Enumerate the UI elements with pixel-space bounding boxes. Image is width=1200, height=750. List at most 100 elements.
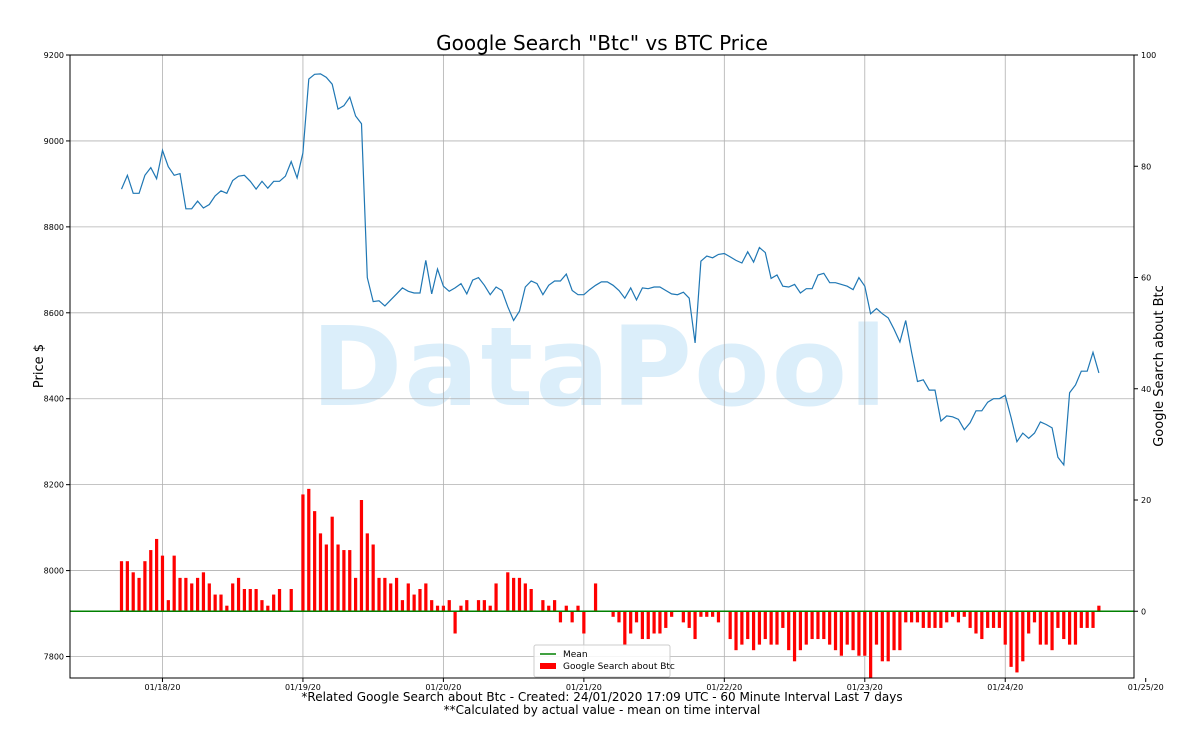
search-bar — [582, 611, 586, 634]
search-bar — [365, 533, 369, 612]
search-bar — [874, 611, 879, 645]
search-bar — [658, 611, 662, 634]
search-bar — [254, 589, 258, 612]
search-bar — [482, 600, 486, 612]
search-bar — [348, 550, 352, 612]
search-bar — [1027, 611, 1031, 634]
legend-bar-swatch — [540, 663, 556, 669]
watermark: DataPool — [311, 303, 889, 431]
search-bar — [857, 611, 861, 656]
search-bar — [353, 577, 358, 612]
search-bar — [178, 577, 182, 612]
search-bar — [359, 500, 364, 612]
search-bar — [869, 611, 873, 678]
search-bar — [863, 611, 867, 656]
search-bar — [476, 600, 481, 612]
bar-series — [119, 488, 1101, 678]
search-bar — [576, 605, 580, 612]
search-bar — [277, 589, 282, 612]
search-bar — [763, 611, 767, 640]
x-tick-label: 01/18/20 — [145, 683, 181, 692]
search-bar — [950, 611, 955, 617]
search-bar — [751, 611, 756, 651]
search-bar — [1032, 611, 1037, 623]
right-tick-label: 40 — [1141, 385, 1151, 394]
search-bar — [810, 611, 814, 640]
search-bar — [307, 488, 311, 612]
search-bar — [389, 583, 393, 612]
search-bar — [699, 611, 703, 617]
search-bar — [418, 589, 422, 612]
search-bar — [623, 611, 627, 645]
search-bar — [272, 594, 276, 612]
search-bar — [406, 583, 410, 612]
search-bar — [260, 600, 264, 612]
search-bar — [909, 611, 914, 623]
chart-title: Google Search "Btc" vs BTC Price — [436, 31, 768, 55]
x-tick-label: 01/25/20 — [1128, 683, 1164, 692]
left-tick-label: 8400 — [44, 395, 64, 404]
search-bar — [1021, 611, 1025, 662]
legend-mean-label: Mean — [563, 650, 588, 660]
search-bar — [459, 605, 463, 612]
search-bar — [441, 605, 446, 612]
left-tick-label: 8200 — [44, 481, 64, 490]
x-tick-label: 01/20/20 — [425, 683, 461, 692]
search-bar — [974, 611, 978, 634]
search-bar — [980, 611, 984, 640]
search-bar — [792, 611, 797, 662]
search-bar — [447, 600, 451, 612]
search-bar — [149, 550, 153, 612]
search-bar — [968, 611, 972, 628]
search-bar — [213, 594, 217, 612]
search-bar — [383, 577, 387, 612]
search-bar — [798, 611, 803, 651]
x-tick-label: 01/22/20 — [706, 683, 742, 692]
search-bar — [1015, 611, 1019, 673]
search-bar — [377, 577, 381, 612]
search-bar — [833, 611, 838, 651]
left-tick-label: 8000 — [44, 567, 64, 576]
search-bar — [617, 611, 621, 623]
search-bar — [851, 611, 855, 651]
search-bar — [1085, 611, 1089, 628]
search-bar — [517, 577, 522, 612]
search-bar — [523, 583, 527, 612]
search-bar — [769, 611, 773, 645]
search-bar — [219, 594, 223, 612]
left-axis-ticks: 7800 8000 8200 8400 8600 8800 9000 9200 — [44, 51, 70, 662]
search-bar — [1068, 611, 1072, 645]
search-bar — [371, 544, 375, 612]
search-bar — [904, 611, 908, 623]
search-bar — [541, 600, 545, 612]
search-bar — [681, 611, 685, 623]
search-bar — [1003, 611, 1007, 645]
search-bar — [664, 611, 668, 628]
search-bar — [529, 589, 533, 612]
search-bar — [547, 605, 551, 612]
search-bar — [400, 600, 405, 612]
search-bar — [629, 611, 633, 634]
search-bar — [336, 544, 340, 612]
x-tick-label: 01/19/20 — [285, 683, 321, 692]
search-bar — [781, 611, 785, 628]
search-bar — [898, 611, 902, 651]
search-bar — [997, 611, 1001, 628]
search-bar — [652, 611, 656, 634]
search-bar — [1097, 605, 1101, 612]
search-bar — [927, 611, 931, 628]
x-tick-label: 01/24/20 — [987, 683, 1023, 692]
search-bar — [324, 544, 328, 612]
x-tick-label: 01/23/20 — [847, 683, 883, 692]
x-axis-ticks: 01/18/20 01/19/20 01/20/20 01/21/20 01/22/20… — [145, 678, 1164, 692]
search-bar — [646, 611, 650, 640]
search-bar — [880, 611, 884, 662]
search-bar — [640, 611, 644, 640]
search-bar — [1044, 611, 1048, 645]
price-line — [120, 73, 1100, 467]
search-bar — [1062, 611, 1066, 640]
search-bar — [775, 611, 779, 645]
search-bar — [242, 589, 247, 612]
search-bar — [330, 516, 334, 612]
